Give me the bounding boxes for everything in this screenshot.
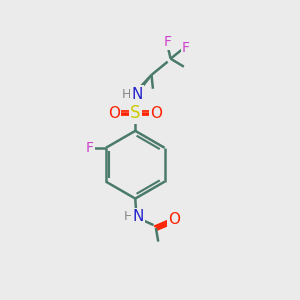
Text: F: F	[164, 34, 172, 49]
Text: O: O	[168, 212, 180, 227]
Text: S: S	[130, 104, 140, 122]
Text: H: H	[124, 210, 133, 223]
Text: H: H	[122, 88, 131, 100]
Text: O: O	[151, 106, 163, 121]
Text: N: N	[133, 209, 144, 224]
Text: N: N	[131, 87, 142, 102]
Text: F: F	[182, 41, 190, 56]
Text: O: O	[108, 106, 120, 121]
Text: F: F	[86, 141, 94, 155]
